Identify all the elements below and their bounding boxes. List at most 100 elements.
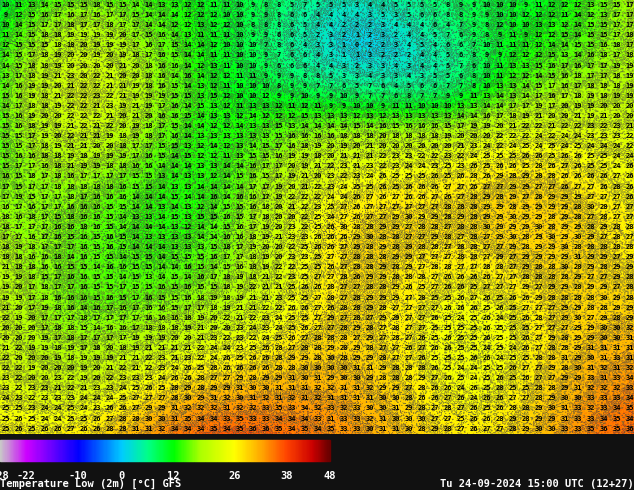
Text: 10: 10	[249, 42, 257, 49]
Bar	[229, 441, 230, 461]
Text: 18: 18	[41, 153, 49, 159]
Text: 14: 14	[301, 123, 309, 129]
Text: 33: 33	[612, 355, 621, 361]
Text: 17: 17	[262, 163, 270, 170]
Text: 20: 20	[119, 123, 127, 129]
Bar	[54, 441, 55, 461]
Text: 29: 29	[586, 234, 595, 240]
Text: 31: 31	[132, 426, 140, 432]
Text: 25: 25	[496, 335, 504, 341]
Bar	[56, 441, 57, 461]
Text: 15: 15	[444, 123, 452, 129]
Text: 6: 6	[446, 42, 450, 49]
Text: 21: 21	[171, 355, 179, 361]
Text: 29: 29	[288, 355, 296, 361]
Text: 22: 22	[93, 113, 101, 119]
Text: 4: 4	[420, 52, 424, 58]
Text: 14: 14	[145, 204, 153, 210]
Text: 13: 13	[197, 93, 205, 99]
Text: 38: 38	[280, 471, 292, 481]
Text: 27: 27	[353, 284, 361, 291]
Text: 6: 6	[290, 22, 294, 28]
Text: 25: 25	[430, 325, 439, 331]
Bar	[64, 441, 65, 461]
Text: 18: 18	[41, 294, 49, 300]
Text: 31: 31	[574, 254, 582, 260]
Text: 28: 28	[392, 274, 400, 280]
Text: 32: 32	[600, 385, 608, 392]
Text: 6: 6	[420, 12, 424, 18]
Text: 13: 13	[560, 52, 569, 58]
Text: 15: 15	[184, 113, 192, 119]
Text: 15: 15	[93, 244, 101, 250]
Bar	[61, 441, 63, 461]
Text: 31: 31	[353, 395, 361, 401]
Text: 12: 12	[236, 113, 244, 119]
Bar	[274, 441, 275, 461]
Bar	[216, 441, 217, 461]
Text: 26: 26	[288, 305, 296, 311]
Text: 24: 24	[171, 365, 179, 371]
Text: 17: 17	[236, 244, 244, 250]
Text: 19: 19	[288, 173, 296, 179]
Text: 25: 25	[508, 315, 517, 320]
Bar	[261, 441, 262, 461]
Text: 29: 29	[508, 184, 517, 190]
Text: 6: 6	[459, 52, 463, 58]
Text: 1: 1	[355, 32, 359, 38]
Text: 17: 17	[158, 42, 166, 49]
Text: 29: 29	[548, 254, 556, 260]
Text: 8: 8	[303, 73, 307, 78]
Text: 33: 33	[574, 416, 582, 421]
Text: 27: 27	[612, 284, 621, 291]
Text: 17: 17	[119, 12, 127, 18]
Text: 24: 24	[210, 355, 218, 361]
Text: 4: 4	[316, 12, 320, 18]
Text: 28: 28	[171, 385, 179, 392]
Text: 28: 28	[522, 234, 530, 240]
Bar	[48, 441, 49, 461]
Text: 5: 5	[407, 2, 411, 8]
Text: 19: 19	[80, 365, 88, 371]
Text: 26: 26	[249, 355, 257, 361]
Bar	[10, 441, 11, 461]
Text: 13: 13	[197, 244, 205, 250]
Text: 25: 25	[301, 264, 309, 270]
Bar	[189, 441, 190, 461]
Text: 15: 15	[132, 12, 140, 18]
Text: 12: 12	[184, 2, 192, 8]
Text: 4: 4	[355, 12, 359, 18]
Bar	[199, 441, 200, 461]
Text: 26: 26	[470, 355, 478, 361]
Text: 26: 26	[430, 365, 439, 371]
Text: 14: 14	[184, 83, 192, 89]
Text: 18: 18	[80, 184, 88, 190]
Text: 33: 33	[314, 416, 322, 421]
Text: 23: 23	[2, 375, 10, 381]
Text: 29: 29	[366, 294, 374, 300]
Text: 9: 9	[316, 93, 320, 99]
Text: 18: 18	[574, 73, 582, 78]
Text: 29: 29	[327, 315, 335, 320]
Text: -22: -22	[16, 471, 36, 481]
Text: 17: 17	[67, 315, 75, 320]
Text: 15: 15	[119, 204, 127, 210]
Text: 19: 19	[106, 32, 114, 38]
Text: 8: 8	[472, 83, 476, 89]
Text: 20: 20	[80, 42, 88, 49]
Bar	[32, 441, 33, 461]
Text: 25: 25	[275, 335, 283, 341]
Text: 29: 29	[560, 385, 569, 392]
Text: 34: 34	[223, 426, 231, 432]
Bar	[112, 441, 113, 461]
Text: 15: 15	[132, 284, 140, 291]
Text: 25: 25	[301, 244, 309, 250]
Text: 17: 17	[145, 52, 153, 58]
Text: 13: 13	[184, 214, 192, 220]
Text: 18: 18	[626, 52, 634, 58]
Text: 27: 27	[418, 305, 426, 311]
Text: 21: 21	[366, 143, 374, 149]
Text: 19: 19	[28, 93, 36, 99]
Text: 25: 25	[470, 345, 478, 351]
Text: 17: 17	[15, 234, 23, 240]
